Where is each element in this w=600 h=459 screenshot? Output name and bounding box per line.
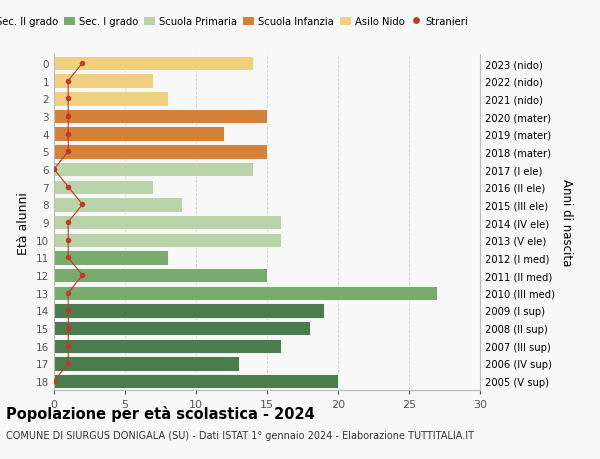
Bar: [54, 215, 281, 230]
Point: [77, 272, 87, 279]
Bar: [54, 357, 239, 371]
Point: [64, 131, 73, 138]
Bar: [54, 56, 253, 71]
Bar: [54, 74, 154, 89]
Point: [64, 219, 73, 226]
Point: [77, 202, 87, 209]
Bar: [54, 145, 267, 159]
Point: [64, 360, 73, 367]
Bar: [54, 339, 281, 353]
Point: [77, 60, 87, 67]
Point: [64, 254, 73, 262]
Point: [64, 148, 73, 156]
Bar: [54, 92, 167, 106]
Bar: [54, 233, 281, 247]
Point: [64, 307, 73, 314]
Point: [64, 236, 73, 244]
Bar: [54, 180, 154, 195]
Bar: [54, 303, 324, 318]
Bar: [54, 321, 310, 336]
Text: COMUNE DI SIURGUS DONIGALA (SU) - Dati ISTAT 1° gennaio 2024 - Elaborazione TUTT: COMUNE DI SIURGUS DONIGALA (SU) - Dati I…: [6, 431, 474, 440]
Point: [64, 113, 73, 120]
Bar: [54, 251, 167, 265]
Bar: [54, 110, 267, 124]
Legend: Sec. II grado, Sec. I grado, Scuola Primaria, Scuola Infanzia, Asilo Nido, Stran: Sec. II grado, Sec. I grado, Scuola Prim…: [0, 13, 472, 31]
Y-axis label: Anni di nascita: Anni di nascita: [560, 179, 573, 266]
Bar: [54, 374, 338, 389]
Point: [64, 342, 73, 350]
Bar: [54, 269, 267, 283]
Bar: [54, 286, 437, 300]
Point: [64, 184, 73, 191]
Point: [64, 95, 73, 103]
Bar: [54, 198, 182, 212]
Bar: [54, 162, 253, 177]
Point: [64, 325, 73, 332]
Text: Popolazione per età scolastica - 2024: Popolazione per età scolastica - 2024: [6, 405, 315, 421]
Point: [49, 378, 59, 385]
Bar: [54, 127, 224, 142]
Point: [64, 78, 73, 85]
Y-axis label: Età alunni: Età alunni: [17, 191, 31, 254]
Point: [49, 166, 59, 174]
Point: [64, 290, 73, 297]
